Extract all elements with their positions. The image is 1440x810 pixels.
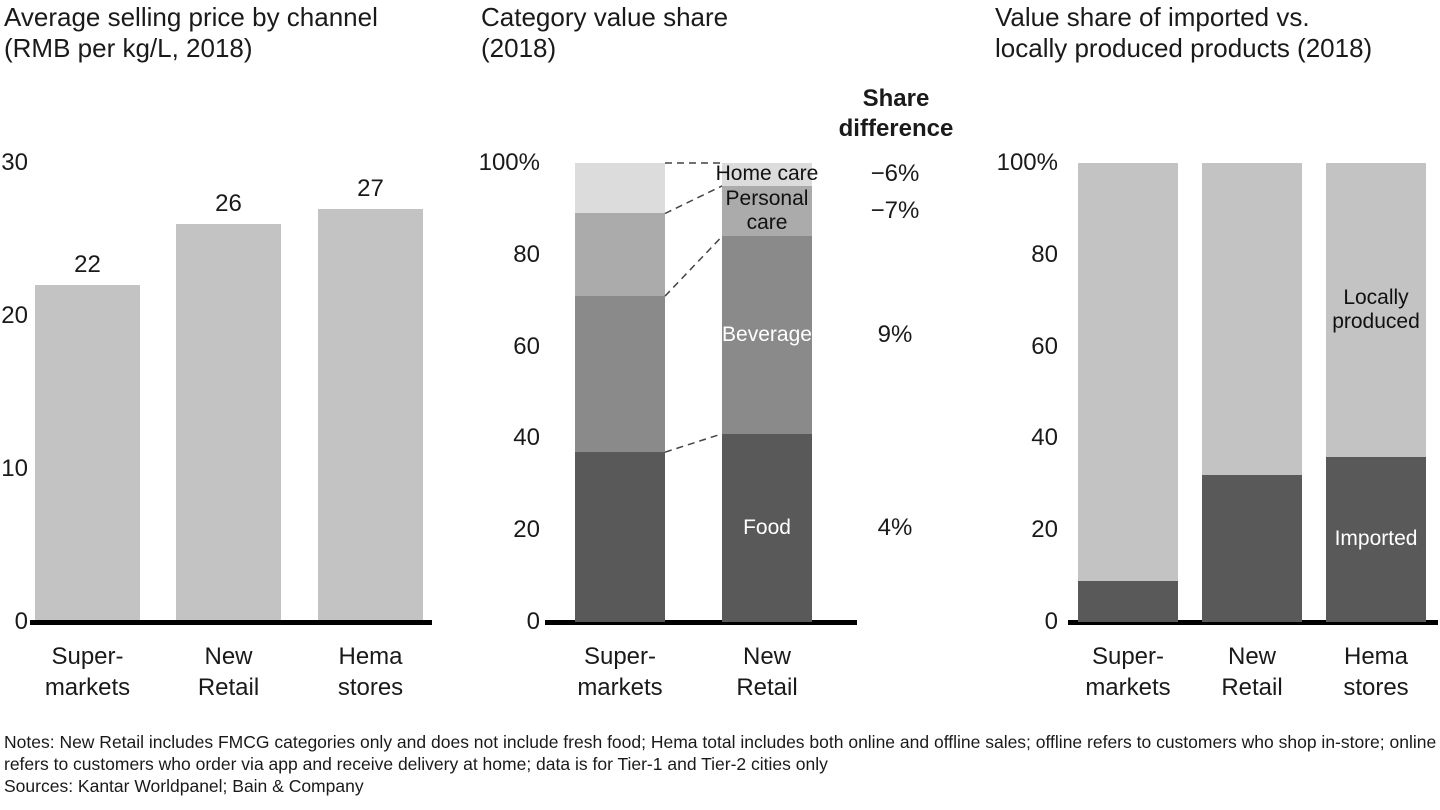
y-axis-tick-label: 30 [1,149,28,176]
y-axis-tick-label: 0 [14,608,28,635]
category-label-hema-stores: Hema stores [337,643,404,702]
bar-segment-imported [1202,475,1302,622]
y-axis-tick-label: 20 [1,302,28,329]
y-axis-tick-label: 100% [996,149,1058,176]
share-difference-value-home-care: −6% [870,160,920,188]
y-axis-tick-label: 0 [1044,608,1058,635]
footnotes: Notes: New Retail includes FMCG categori… [4,731,1440,798]
y-axis-tick-label: 20 [513,516,540,544]
y-axis-tick-label: 100% [478,149,540,176]
bar-new-retail [176,224,281,620]
notes-text: Notes: New Retail includes FMCG categori… [4,732,1437,775]
x-axis-line [30,620,432,625]
bar-segment-beverage [722,236,812,434]
category-label-super-markets: Super- markets [44,643,131,702]
chart1-title: Average selling price by channel (RMB pe… [4,2,378,64]
segment-label-locally-produced: Locally produced [1332,285,1420,333]
bar-segment-food [722,433,812,622]
bar-segment-locally-produced [1078,163,1178,581]
category-label-new-retail: New Retail [197,643,260,702]
chart3-title: Value share of imported vs. locally prod… [995,2,1373,64]
segment-label-beverage: Beverage [722,323,812,347]
share-difference-header: Share difference [838,85,954,142]
y-axis-tick-label: 40 [513,424,540,452]
bar-super-markets [35,285,140,620]
share-difference-value-beverage: 9% [877,321,913,349]
bar-value-label: 26 [215,190,242,218]
y-axis-tick-label: 40 [1031,424,1058,452]
bar-segment-locally-produced [1326,163,1426,457]
bar-segment-food [575,452,665,622]
bar-hema-stores [318,208,423,620]
bar-segment-imported [1326,456,1426,622]
y-axis-tick-label: 60 [1031,332,1058,360]
bar-value-label: 22 [74,251,101,279]
segment-label-food: Food [743,515,791,539]
category-label-super-markets: Super- markets [1085,643,1171,702]
bar-segment-locally-produced [1202,163,1302,476]
chart2-title: Category value share (2018) [481,2,729,64]
category-label-new-retail: New Retail [1221,643,1283,702]
y-axis-tick-label: 80 [513,240,540,268]
bar-segment-home-care [722,163,812,186]
bar-segment-imported [1078,580,1178,622]
bar-segment-personal-care [722,185,812,237]
category-label-new-retail: New Retail [736,643,798,702]
y-axis-tick-label: 10 [1,455,28,482]
y-axis-tick-label: 0 [526,608,540,635]
y-axis-tick-label: 80 [1031,240,1058,268]
x-axis-line [1068,620,1438,625]
category-label-hema-stores: Hema stores [1343,643,1409,702]
segment-label-imported: Imported [1334,527,1418,551]
bar-segment-home-care [575,163,665,214]
segment-label-personal-care: Personal care [725,187,809,235]
share-difference-value-food: 4% [877,513,913,541]
bar-segment-beverage [575,296,665,453]
share-difference-value-personal-care: −7% [870,197,920,225]
bar-value-label: 27 [357,174,384,202]
bar-segment-personal-care [575,213,665,297]
y-axis-tick-label: 20 [1031,516,1058,544]
category-label-super-markets: Super- markets [577,643,663,702]
y-axis-tick-label: 60 [513,332,540,360]
x-axis-line [545,620,857,625]
segment-label-home-care: Home care [715,162,819,186]
sources-text: Sources: Kantar Worldpanel; Bain & Compa… [4,776,364,797]
